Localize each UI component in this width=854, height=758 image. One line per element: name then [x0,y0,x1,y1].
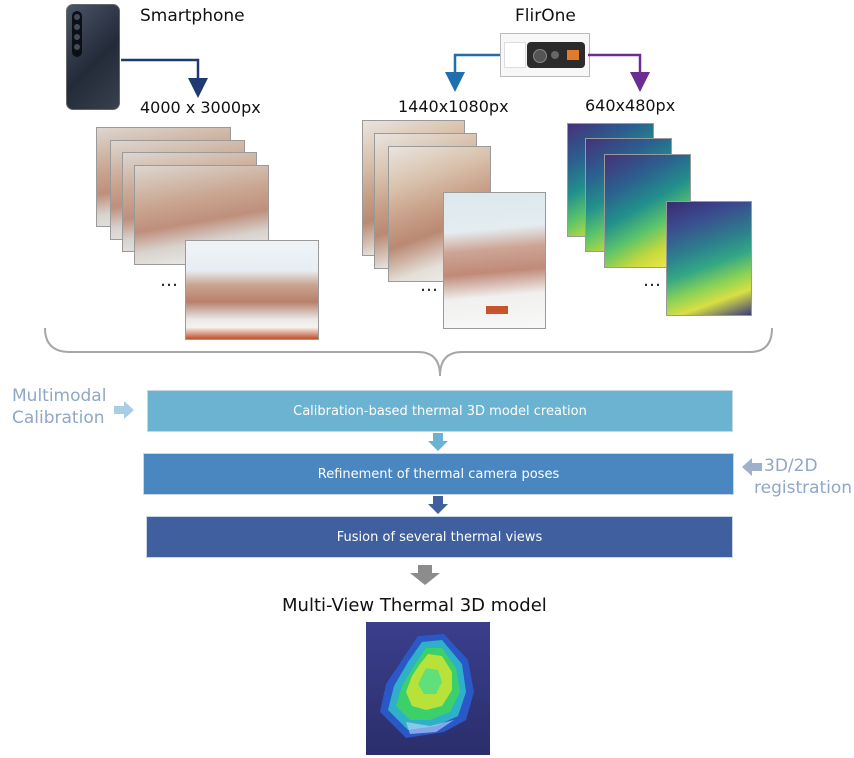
smartphone-ellipsis: … [160,270,180,291]
output-title: Multi-View Thermal 3D model [282,595,547,616]
rgb-ellipsis: … [420,275,440,296]
flirone-label: FlirOne [515,6,576,26]
flow-arrow-2 [428,496,448,514]
step-2-label: Refinement of thermal camera poses [317,466,560,482]
marker-object [486,306,508,314]
smartphone-label: Smartphone [140,6,245,26]
smartphone-device [66,4,120,110]
step-1-label: Calibration-based thermal 3D model creat… [293,403,587,419]
flirone-device [500,33,590,77]
rgb-photo-front [443,192,546,329]
step-calibration-model-creation: Calibration-based thermal 3D model creat… [147,390,733,432]
thermal-3d-model-render [366,622,490,755]
smartphone-arrow [121,58,208,98]
multimodal-calibration-label: Multimodal Calibration [12,385,106,429]
side-right-line1: 3D/2D [764,456,818,476]
thermal-arrow [588,53,650,92]
registration-label: 3D/2D registration [754,455,852,499]
calibration-input-arrow [114,401,134,419]
thermal-camera-icon [527,42,585,68]
model-shape [380,634,474,738]
step-fusion-thermal-views: Fusion of several thermal views [146,516,733,558]
source-arrows [121,53,650,98]
step-3-label: Fusion of several thermal views [336,529,543,545]
smartphone-photo-front [185,240,319,340]
step-refine-camera-poses: Refinement of thermal camera poses [143,453,734,495]
screen-area [504,42,526,68]
side-left-line1: Multimodal [12,386,107,406]
smartphone-resolution: 4000 x 3000px [140,98,261,117]
flow-arrow-1 [428,433,448,451]
rgb-arrow [445,53,500,92]
grouping-brace [44,327,773,377]
camera-module-icon [72,11,82,57]
rgb-resolution: 1440x1080px [398,97,509,116]
thermal-image-front [666,201,752,316]
side-right-line2: registration [754,478,853,498]
flow-arrow-3 [410,565,440,585]
thermal-resolution: 640x480px [585,96,676,115]
side-left-line2: Calibration [12,408,105,428]
thermal-ellipsis: … [643,270,663,291]
registration-input-arrow [742,458,762,476]
